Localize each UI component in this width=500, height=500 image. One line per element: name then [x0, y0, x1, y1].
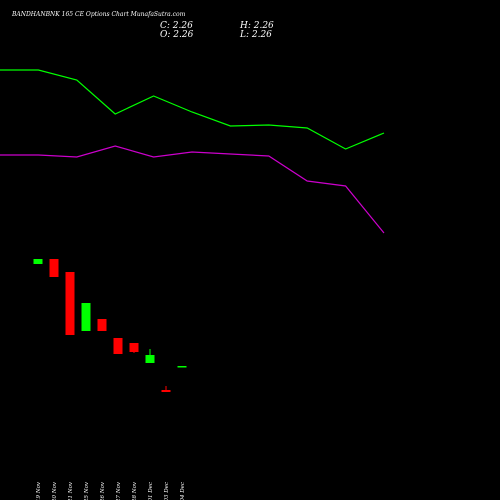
candle-body — [65, 272, 75, 335]
x-tick-label: 04 Dec — [180, 482, 186, 500]
x-tick-label: 26 Nov — [100, 481, 106, 500]
candle-body — [129, 343, 139, 352]
candle-body — [177, 366, 187, 368]
high-label: H: 2.26 — [239, 21, 274, 31]
candle-body — [161, 390, 171, 392]
x-tick-label: 01 Dec — [148, 482, 154, 500]
x-tick-label: 03 Dec — [164, 482, 170, 500]
x-tick-label: 25 Nov — [84, 481, 90, 500]
candle-body — [49, 259, 59, 277]
line-series — [0, 145, 385, 234]
x-tick-label: 27 Nov — [116, 481, 122, 500]
x-tick-label: 28 Nov — [132, 481, 138, 500]
candle-body — [97, 319, 107, 331]
chart-title: BANDHANBNK 165 CE Options Chart MunafaSu… — [11, 11, 186, 18]
candle-body — [81, 303, 91, 331]
open-label: O: 2.26 — [160, 30, 194, 40]
x-tick-label: 21 Nov — [68, 481, 74, 500]
candle-body — [33, 259, 43, 264]
candle-body — [145, 355, 155, 363]
candle-body — [113, 338, 123, 354]
close-label: C: 2.26 — [160, 21, 193, 31]
x-tick-label: 20 Nov — [52, 481, 58, 500]
x-tick-label: 19 Nov — [36, 481, 42, 500]
low-label: L: 2.26 — [239, 30, 272, 40]
line-series — [0, 69, 385, 150]
